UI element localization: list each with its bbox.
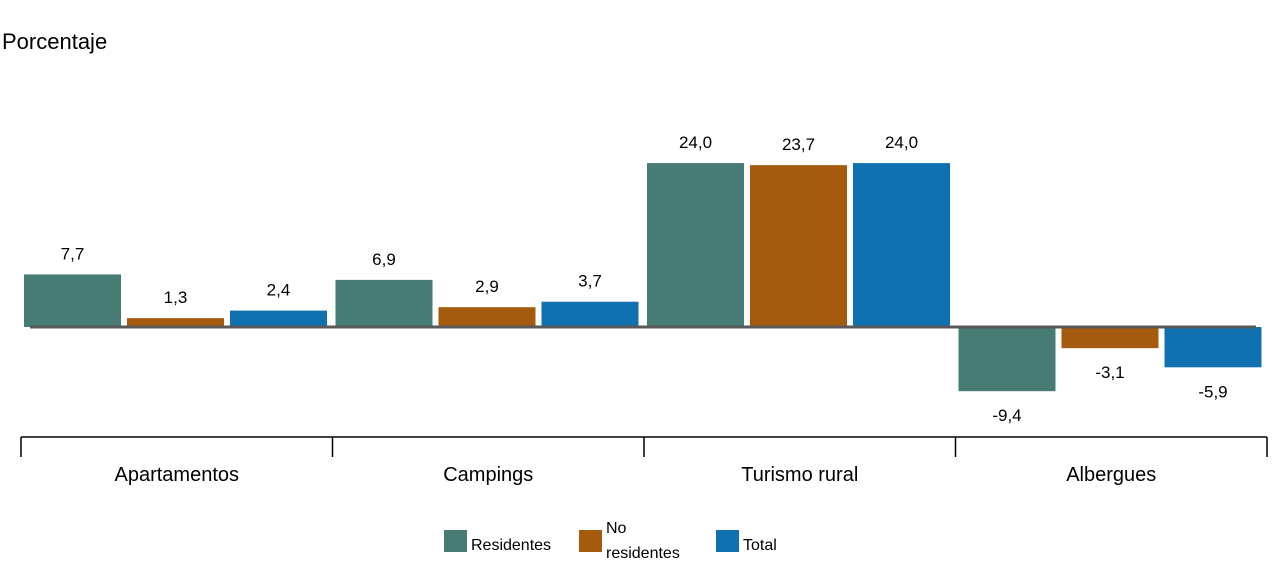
bar-albergues-total <box>1164 327 1262 368</box>
bar-campings-no-residentes <box>438 307 536 327</box>
bar-apartamentos-residentes <box>24 274 121 327</box>
value-labels-group: 7,7 1,3 2,4 6,9 2,9 3,7 24,0 23,7 24,0 -9,4 -3,1 -5… <box>61 133 1228 425</box>
value-label-apartamentos-no-residentes: 1,3 <box>164 288 188 307</box>
bar-campings-total <box>541 301 639 327</box>
y-axis-title: Porcentaje <box>2 29 107 54</box>
bar-turismo-rural-no-residentes <box>750 165 847 327</box>
x-tick-label-albergues: Albergues <box>1066 464 1156 486</box>
bar-albergues-no-residentes <box>1061 327 1159 349</box>
bar-albergues-residentes <box>958 327 1056 392</box>
legend-swatch-total <box>716 530 739 552</box>
bars-group <box>24 163 1262 392</box>
value-label-apartamentos-residentes: 7,7 <box>61 244 85 263</box>
legend-swatch-no-residentes <box>579 530 602 552</box>
bar-apartamentos-total <box>230 310 327 327</box>
value-label-campings-no-residentes: 2,9 <box>475 277 499 296</box>
x-tick-label-apartamentos: Apartamentos <box>114 464 239 486</box>
legend-label-total: Total <box>743 537 777 554</box>
legend-swatch-residentes <box>444 530 467 552</box>
value-label-campings-residentes: 6,9 <box>372 250 396 269</box>
legend: Residentes No residentes Total <box>444 520 777 562</box>
x-tick-label-turismo-rural: Turismo rural <box>741 464 858 486</box>
value-label-albergues-no-residentes: -3,1 <box>1095 363 1124 382</box>
value-label-turismo-rural-no-residentes: 23,7 <box>782 135 815 154</box>
legend-label-no-residentes: No residentes <box>606 520 680 562</box>
x-tick-label-campings: Campings <box>443 464 533 486</box>
bar-turismo-rural-total <box>853 163 950 327</box>
value-label-albergues-total: -5,9 <box>1198 382 1227 401</box>
bar-turismo-rural-residentes <box>647 163 744 327</box>
value-label-turismo-rural-residentes: 24,0 <box>679 133 712 152</box>
bar-campings-residentes <box>335 279 433 327</box>
value-label-turismo-rural-total: 24,0 <box>885 133 918 152</box>
value-label-apartamentos-total: 2,4 <box>267 281 291 300</box>
x-axis: Apartamentos Campings Turismo rural Albergu… <box>20 436 1268 486</box>
value-label-albergues-residentes: -9,4 <box>992 406 1021 425</box>
bar-apartamentos-no-residentes <box>127 318 224 327</box>
value-label-campings-total: 3,7 <box>578 272 602 291</box>
legend-label-residentes: Residentes <box>471 537 551 554</box>
